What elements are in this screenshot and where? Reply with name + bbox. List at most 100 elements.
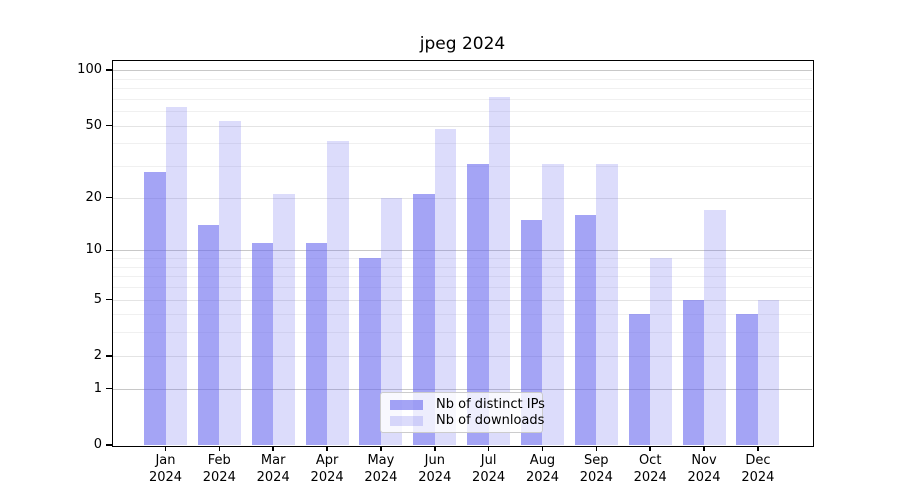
bar-distinct-ips-may bbox=[359, 258, 381, 445]
bar-downloads-dec bbox=[757, 299, 780, 445]
y-tick bbox=[105, 355, 113, 357]
x-tick-label: Apr 2024 bbox=[295, 452, 359, 486]
y-tick-label: 5 bbox=[93, 291, 102, 307]
x-tick-label: Aug 2024 bbox=[511, 452, 575, 486]
x-tick-label-year: 2024 bbox=[633, 470, 667, 485]
y-gridline-major bbox=[113, 70, 812, 72]
y-gridline-major bbox=[113, 250, 812, 252]
x-tick bbox=[757, 446, 759, 451]
x-tick-label-month: Mar bbox=[260, 453, 286, 468]
y-gridline-minor bbox=[113, 266, 812, 268]
x-tick-label-year: 2024 bbox=[364, 470, 398, 485]
y-tick bbox=[105, 298, 113, 301]
bar-distinct-ips-aug bbox=[520, 219, 543, 445]
legend-label-distinct-ips: Nb of distinct IPs bbox=[436, 397, 545, 412]
x-tick-label-year: 2024 bbox=[741, 470, 775, 485]
y-gridline-minor bbox=[113, 276, 812, 278]
bar-distinct-ips-jan bbox=[144, 171, 166, 445]
bar-distinct-ips-mar bbox=[251, 243, 274, 445]
y-gridline bbox=[113, 299, 812, 301]
bar-downloads-jun bbox=[434, 128, 457, 445]
bar-downloads-nov bbox=[704, 210, 726, 445]
x-tick bbox=[164, 446, 167, 451]
x-tick-label-year: 2024 bbox=[202, 470, 236, 485]
y-tick-label: 10 bbox=[85, 242, 102, 258]
x-tick-label: Sep 2024 bbox=[564, 452, 628, 486]
bar-distinct-ips-dec bbox=[736, 314, 758, 445]
x-tick-label-month: Aug bbox=[529, 453, 556, 468]
y-gridline-minor bbox=[113, 98, 812, 100]
y-tick-label: 2 bbox=[93, 347, 102, 363]
x-tick-label-year: 2024 bbox=[310, 470, 344, 485]
x-tick bbox=[703, 446, 705, 451]
x-tick bbox=[272, 446, 274, 451]
y-gridline bbox=[113, 197, 812, 199]
y-tick bbox=[105, 387, 113, 390]
y-gridline-minor bbox=[113, 332, 812, 334]
y-tick-label: 50 bbox=[85, 117, 102, 133]
bar-downloads-jul bbox=[488, 96, 511, 445]
x-tick-label-month: Jul bbox=[480, 453, 497, 468]
y-gridline-minor bbox=[113, 88, 812, 89]
y-tick bbox=[105, 444, 113, 446]
x-tick-label-year: 2024 bbox=[525, 470, 560, 485]
x-tick-label-year: 2024 bbox=[256, 470, 290, 485]
legend-item-downloads: Nb of downloads bbox=[390, 413, 544, 428]
x-tick-label-month: May bbox=[367, 453, 395, 468]
x-tick-label: Dec 2024 bbox=[726, 452, 790, 486]
y-gridline-minor bbox=[113, 258, 812, 259]
bar-downloads-mar bbox=[273, 193, 295, 445]
y-tick-label: 0 bbox=[93, 437, 102, 452]
x-tick-label: Jan 2024 bbox=[134, 452, 198, 486]
x-tick-label: Jun 2024 bbox=[403, 452, 467, 486]
x-tick-label-month: Nov bbox=[691, 453, 717, 468]
bar-distinct-ips-oct bbox=[628, 314, 651, 445]
x-tick bbox=[218, 446, 221, 451]
x-tick-label: Oct 2024 bbox=[618, 452, 682, 486]
x-tick-label-year: 2024 bbox=[687, 470, 721, 485]
plot-area bbox=[113, 61, 812, 445]
x-tick-label: May 2024 bbox=[349, 452, 413, 486]
legend-label-downloads: Nb of downloads bbox=[436, 413, 545, 428]
bar-downloads-apr bbox=[327, 141, 349, 445]
y-gridline-minor bbox=[113, 166, 812, 168]
x-tick-label-month: Apr bbox=[315, 453, 339, 468]
y-gridline bbox=[113, 125, 812, 127]
x-tick-label-month: Jan bbox=[155, 453, 176, 468]
legend-swatch-ips bbox=[390, 399, 423, 410]
y-tick-label: 100 bbox=[77, 62, 102, 78]
x-tick bbox=[487, 446, 490, 451]
y-gridline-minor bbox=[113, 111, 812, 113]
y-gridline-minor bbox=[113, 143, 812, 145]
legend-item-distinct-ips: Nb of distinct IPs bbox=[390, 397, 545, 412]
bar-downloads-aug bbox=[542, 163, 564, 445]
y-tick bbox=[105, 124, 113, 127]
x-tick-label-year: 2024 bbox=[148, 470, 183, 485]
bar-distinct-ips-nov bbox=[682, 299, 704, 445]
x-tick-label-month: Jun bbox=[424, 453, 445, 468]
x-tick-label-month: Sep bbox=[584, 453, 609, 468]
x-tick bbox=[380, 446, 382, 451]
x-tick-label: Jul 2024 bbox=[457, 452, 521, 486]
bar-distinct-ips-apr bbox=[305, 243, 328, 445]
x-tick-label-month: Feb bbox=[207, 453, 231, 468]
y-gridline bbox=[113, 355, 812, 357]
x-tick bbox=[541, 446, 544, 451]
y-tick-label: 1 bbox=[93, 380, 102, 396]
x-tick bbox=[595, 446, 597, 451]
x-tick-label-month: Oct bbox=[638, 453, 662, 468]
x-tick-label: Nov 2024 bbox=[672, 452, 736, 486]
x-tick-label-year: 2024 bbox=[472, 470, 506, 485]
bar-downloads-oct bbox=[650, 258, 672, 445]
y-gridline-major bbox=[113, 388, 812, 390]
x-tick-label-year: 2024 bbox=[579, 470, 613, 485]
y-gridline-minor bbox=[113, 314, 812, 316]
bar-distinct-ips-jul bbox=[467, 163, 489, 445]
x-tick-label-year: 2024 bbox=[418, 470, 452, 485]
bar-downloads-feb bbox=[219, 121, 241, 445]
bar-distinct-ips-jun bbox=[413, 193, 435, 445]
x-tick bbox=[326, 446, 328, 451]
bar-downloads-jan bbox=[165, 107, 187, 445]
y-tick bbox=[105, 196, 113, 199]
